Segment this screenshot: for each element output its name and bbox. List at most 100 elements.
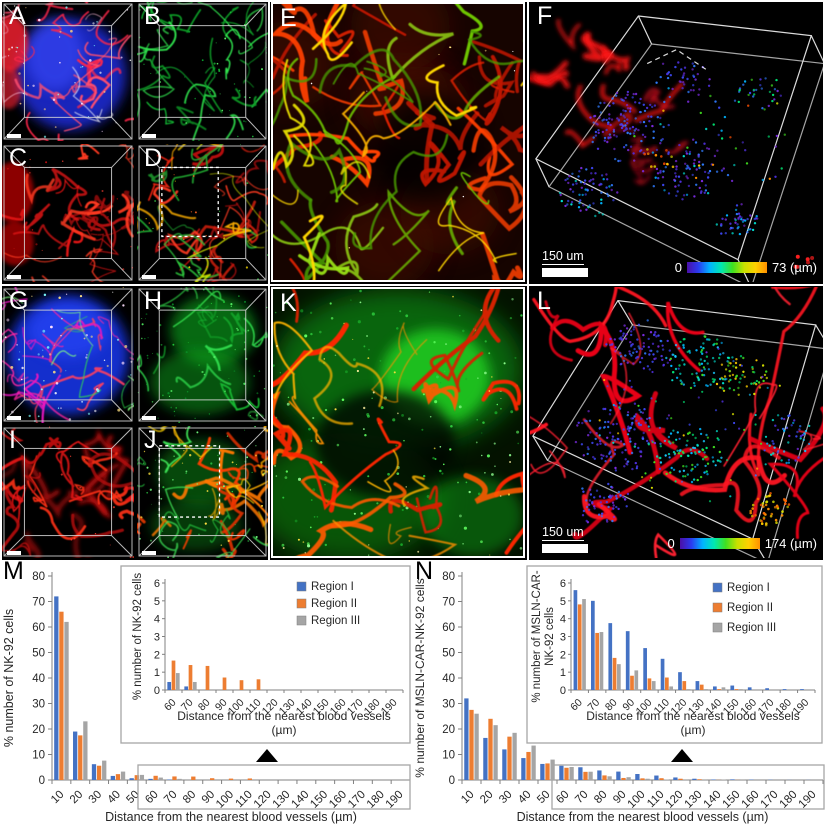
colorbar-gradient <box>686 262 767 273</box>
svg-text:40: 40 <box>106 789 124 807</box>
svg-text:160: 160 <box>740 789 762 811</box>
svg-text:4: 4 <box>560 614 566 626</box>
svg-text:0: 0 <box>449 775 455 787</box>
svg-text:150: 150 <box>721 789 743 811</box>
svg-text:180: 180 <box>365 789 387 811</box>
svg-text:160: 160 <box>327 789 349 811</box>
column-separator <box>268 2 270 560</box>
svg-text:50: 50 <box>124 789 142 807</box>
svg-text:3: 3 <box>560 632 566 644</box>
panel-k-image <box>273 289 523 556</box>
svg-text:120: 120 <box>252 789 274 811</box>
svg-text:70: 70 <box>442 597 455 609</box>
svg-text:80: 80 <box>442 571 455 583</box>
svg-text:130: 130 <box>271 789 293 811</box>
svg-text:150: 150 <box>308 789 330 811</box>
panel-h-image <box>137 287 268 423</box>
panel-b-image <box>137 2 268 141</box>
panel-label-k: K <box>280 289 297 317</box>
panel-c-image <box>2 144 134 282</box>
depth-colorbar: 0 73 (µm) <box>675 260 817 275</box>
scale-bar <box>142 551 156 555</box>
scale-bar <box>7 134 21 138</box>
svg-text:% number of MSLN-CAR-NK-92 cel: % number of MSLN-CAR-NK-92 cells <box>413 578 427 777</box>
svg-text:20: 20 <box>68 789 86 807</box>
panel-label-i: I <box>9 426 16 454</box>
svg-text:120: 120 <box>664 789 686 811</box>
scale-bar <box>7 416 21 420</box>
svg-text:Distance from the nearest bloo: Distance from the nearest blood vessels … <box>105 810 357 824</box>
svg-text:60: 60 <box>143 789 161 807</box>
svg-text:2: 2 <box>154 649 160 661</box>
panel-label-d: D <box>144 144 163 172</box>
svg-text:180: 180 <box>778 789 800 811</box>
svg-text:5: 5 <box>560 596 566 608</box>
svg-text:100: 100 <box>214 789 236 811</box>
colorbar-max: 73 (µm) <box>771 260 817 275</box>
scale-bar-rect <box>542 268 588 277</box>
svg-text:0: 0 <box>154 685 160 697</box>
svg-text:130: 130 <box>683 789 705 811</box>
panel-label-m: M <box>3 557 24 585</box>
svg-text:% number of NK-92 cells: % number of NK-92 cells <box>2 609 16 747</box>
svg-text:Region II: Region II <box>311 598 357 610</box>
panel-a-image <box>2 2 134 141</box>
svg-text:40: 40 <box>32 673 45 685</box>
svg-text:40: 40 <box>442 673 455 685</box>
panel-b-green-volume: B <box>137 2 268 141</box>
panel-label-l: L <box>537 287 551 315</box>
scale-bar <box>142 416 156 420</box>
scale-bar-150um: 150 um <box>542 525 588 553</box>
panel-l-image <box>530 287 823 558</box>
svg-text:70: 70 <box>32 597 45 609</box>
colorbar-min: 0 <box>674 260 682 275</box>
svg-text:70: 70 <box>162 789 180 807</box>
scale-bar-label: 150 um <box>542 249 584 265</box>
svg-text:Region II: Region II <box>727 602 773 614</box>
svg-text:10: 10 <box>49 789 67 807</box>
panel-e-enlarged-merge: E <box>271 2 525 282</box>
panel-k-enlarged-merge: K <box>271 287 525 558</box>
svg-text:Distance from the nearest bloo: Distance from the nearest blood vessels <box>586 709 799 723</box>
svg-text:60: 60 <box>32 622 45 634</box>
column-separator <box>527 2 529 560</box>
svg-text:1: 1 <box>560 667 566 679</box>
svg-text:30: 30 <box>497 789 515 807</box>
svg-text:2: 2 <box>560 649 566 661</box>
svg-text:% number of NK-92 cells: % number of NK-92 cells <box>132 573 144 700</box>
svg-text:170: 170 <box>346 789 368 811</box>
panel-label-j: J <box>144 426 157 454</box>
svg-text:Region III: Region III <box>311 615 360 627</box>
panel-label-b: B <box>144 2 161 30</box>
microscopy-section: A B C D E F 150 um <box>0 0 825 562</box>
svg-text:(µm): (µm) <box>272 723 297 737</box>
scale-bar-rect <box>542 544 588 553</box>
svg-text:NK-92 cells: NK-92 cells <box>544 607 556 666</box>
svg-text:1: 1 <box>154 667 160 679</box>
svg-text:10: 10 <box>32 750 45 762</box>
panel-d-image <box>137 144 268 282</box>
svg-text:Region I: Region I <box>311 581 354 593</box>
svg-text:190: 190 <box>797 789 819 811</box>
panel-label-a: A <box>9 2 26 30</box>
svg-text:6: 6 <box>154 578 160 590</box>
panel-a-composite-volume: A <box>2 2 134 141</box>
panel-label-g: G <box>9 287 29 315</box>
svg-text:190: 190 <box>384 789 406 811</box>
colorbar-gradient <box>679 538 760 549</box>
svg-text:6: 6 <box>560 578 566 590</box>
panel-g-image <box>2 287 134 423</box>
scale-bar-150um: 150 um <box>542 249 588 277</box>
colorbar-min: 0 <box>667 536 675 551</box>
panel-label-e: E <box>280 4 297 32</box>
scale-bar <box>7 275 21 279</box>
svg-text:20: 20 <box>442 724 455 736</box>
svg-text:Distance from the nearest bloo: Distance from the nearest blood vessels <box>177 709 390 723</box>
row-separator <box>2 284 823 286</box>
panel-label-h: H <box>144 287 163 315</box>
svg-text:0: 0 <box>560 685 566 697</box>
panel-d-merge-volume: D <box>137 144 268 282</box>
svg-text:30: 30 <box>442 699 455 711</box>
svg-text:20: 20 <box>32 724 45 736</box>
